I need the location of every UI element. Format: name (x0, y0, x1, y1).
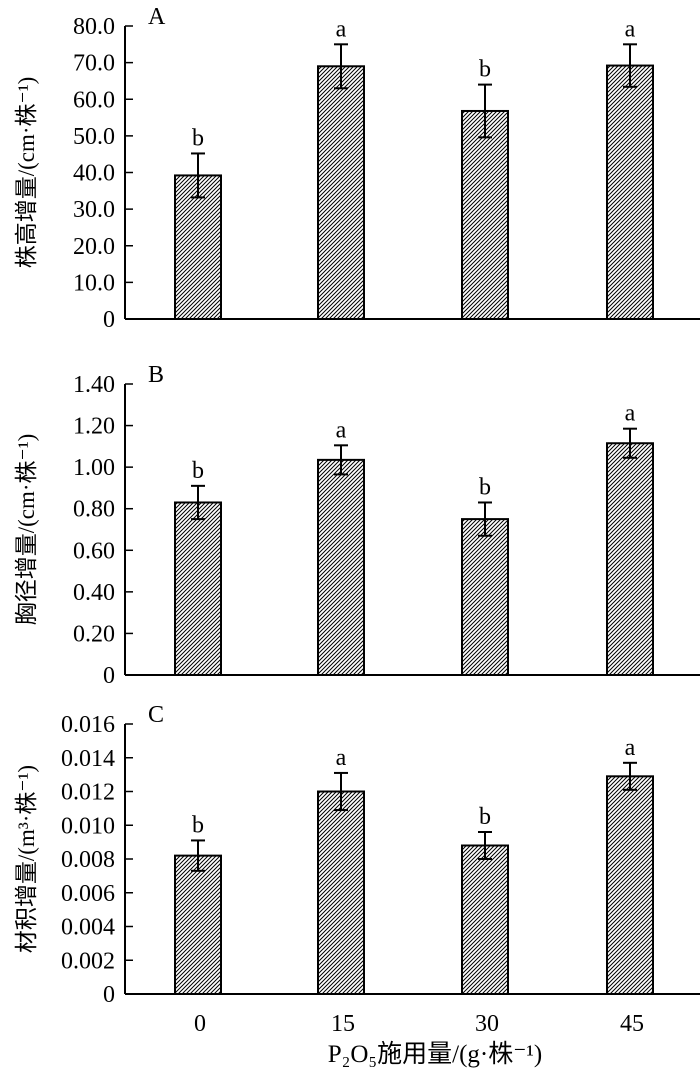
panel-label: B (148, 362, 164, 388)
y-tick-label: 60.0 (73, 87, 115, 113)
y-tick-label: 1.40 (73, 372, 115, 398)
chart-panel-c: 0 0.002 0.004 0.006 0.008 0.010 0.012 0.014 0.01… (14, 702, 700, 1037)
bar (317, 790, 365, 995)
panel-label: C (148, 702, 164, 728)
bar (317, 458, 365, 676)
bar (606, 442, 654, 676)
y-axis-label: 胸径增量/(cm·株⁻¹) (14, 434, 39, 626)
y-tick-label: 0 (103, 982, 115, 1008)
bar (174, 174, 222, 320)
y-tick-label: 0.012 (61, 780, 115, 806)
significance-letter: b (192, 125, 204, 151)
y-axis-label: 材积增量/(m³·株⁻¹) (14, 765, 39, 953)
y-tick-label: 0.008 (61, 847, 115, 873)
significance-letter: a (625, 16, 636, 42)
y-tick-label: 50.0 (73, 124, 115, 150)
y-tick-label: 0.40 (73, 580, 115, 606)
significance-letter: a (336, 745, 347, 771)
chart-panel-a: 0 10.0 20.0 30.0 40.0 50.0 60.0 70.0 80.0 b a b a A 株高… (14, 4, 700, 333)
y-tick-label: 30.0 (73, 197, 115, 223)
bar (461, 844, 509, 995)
significance-letter: a (625, 401, 636, 427)
significance-letter: a (336, 16, 347, 42)
y-tick-label: 0.006 (61, 881, 115, 907)
x-axis-label: P₂O₅施用量/(g·株⁻¹) (328, 1040, 543, 1068)
bar (317, 65, 365, 320)
y-tick-label: 70.0 (73, 51, 115, 77)
significance-letter: b (479, 474, 491, 500)
significance-letter: b (192, 458, 204, 484)
significance-letter: a (625, 735, 636, 761)
y-tick-label: 0.010 (61, 813, 115, 839)
x-tick-label: 0 (194, 1011, 206, 1037)
bar (174, 501, 222, 676)
y-tick-label: 0.60 (73, 538, 115, 564)
bar (174, 854, 222, 995)
significance-letter: b (479, 804, 491, 830)
x-tick-label: 30 (475, 1011, 499, 1037)
chart-panel-b: 0 0.20 0.40 0.60 0.80 1.00 1.20 1.40 b a b a B 胸径增量/(… (14, 362, 700, 689)
y-tick-label: 0.80 (73, 497, 115, 523)
significance-letter: b (479, 57, 491, 83)
y-tick-label: 0.002 (61, 948, 115, 974)
y-tick-label: 0.014 (61, 746, 115, 772)
bar (606, 64, 654, 321)
y-tick-label: 40.0 (73, 161, 115, 187)
significance-letter: b (192, 812, 204, 838)
y-tick-label: 1.00 (73, 455, 115, 481)
x-tick-label: 15 (331, 1011, 355, 1037)
bar (606, 775, 654, 995)
bar (461, 518, 509, 676)
y-tick-label: 1.20 (73, 414, 115, 440)
y-tick-label: 0 (103, 307, 115, 333)
x-tick-label: 45 (620, 1011, 644, 1037)
y-tick-label: 0.004 (61, 915, 115, 941)
y-tick-label: 10.0 (73, 270, 115, 296)
y-tick-label: 0 (103, 663, 115, 689)
y-axis-label: 株高增量/(cm·株⁻¹) (14, 77, 39, 269)
y-tick-label: 0.016 (61, 712, 115, 738)
panel-label: A (148, 4, 166, 30)
y-tick-label: 20.0 (73, 234, 115, 260)
y-tick-label: 80.0 (73, 14, 115, 40)
y-tick-label: 0.20 (73, 621, 115, 647)
significance-letter: a (336, 417, 347, 443)
bar (461, 109, 509, 320)
